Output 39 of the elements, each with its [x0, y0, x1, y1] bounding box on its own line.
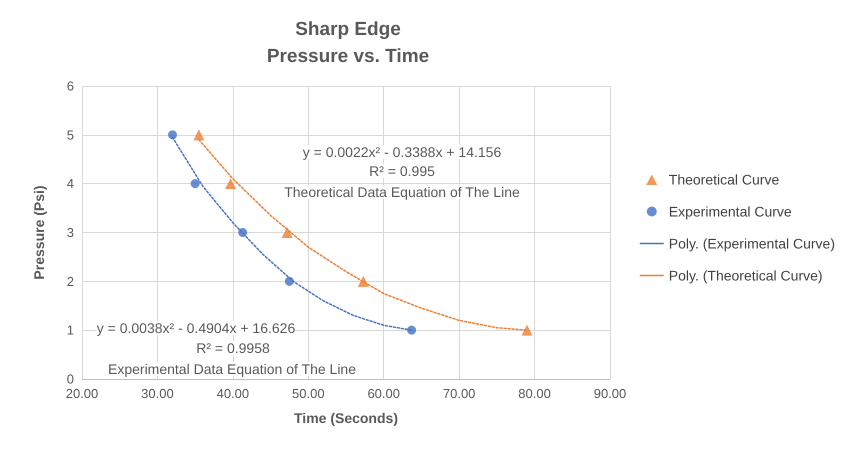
- x-tick-label: 50.00: [292, 386, 325, 401]
- annotation: y = 0.0038x² - 0.4904x + 16.626: [96, 320, 296, 336]
- y-tick-label: 5: [66, 127, 74, 142]
- point: [522, 324, 533, 336]
- chart-title: Sharp Edge: [295, 19, 401, 40]
- point: [284, 276, 294, 286]
- x-axis-title: Time (Seconds): [294, 410, 398, 426]
- point: [238, 228, 248, 237]
- legend-label: Experimental Curve: [668, 204, 792, 220]
- legend-label: Poly. (Theoretical Curve): [668, 268, 823, 284]
- x-tick-label: 70.00: [442, 386, 476, 401]
- annotation: Theoretical Data Equation of The Line: [284, 184, 520, 200]
- y-tick-label: 1: [66, 322, 74, 338]
- y-tick-label: 3: [66, 225, 74, 240]
- chart-subtitle: Pressure vs. Time: [266, 46, 430, 67]
- x-tick-label: 60.00: [367, 386, 400, 401]
- annotation: R² = 0.995: [369, 163, 436, 179]
- point: [407, 326, 416, 335]
- annotation: Experimental Data Equation of The Line: [108, 361, 356, 377]
- point: [193, 129, 204, 140]
- y-tick-label: 2: [66, 274, 74, 289]
- annotation: R² = 0.9958: [196, 340, 270, 356]
- y-tick-label: 6: [66, 78, 74, 94]
- x-tick-label: 30.00: [141, 386, 174, 401]
- x-tick-label: 40.00: [216, 386, 250, 401]
- point: [282, 227, 293, 238]
- annotation: y = 0.0022x² - 0.3388x + 14.156: [302, 144, 502, 160]
- y-tick-label: 4: [66, 176, 74, 192]
- legend-label: Poly. (Experimental Curve): [668, 236, 836, 252]
- point: [225, 178, 236, 190]
- x-tick-label: 80.00: [518, 386, 551, 401]
- point: [190, 179, 200, 188]
- legend-label: Theoretical Curve: [668, 172, 780, 188]
- x-tick-label: 90.00: [594, 386, 626, 401]
- x-tick-label: 20.00: [66, 386, 98, 401]
- y-axis-title: Pressure (Psi): [31, 185, 47, 280]
- y-tick-label: 0: [66, 372, 74, 386]
- point: [358, 276, 369, 287]
- point: [168, 130, 178, 140]
